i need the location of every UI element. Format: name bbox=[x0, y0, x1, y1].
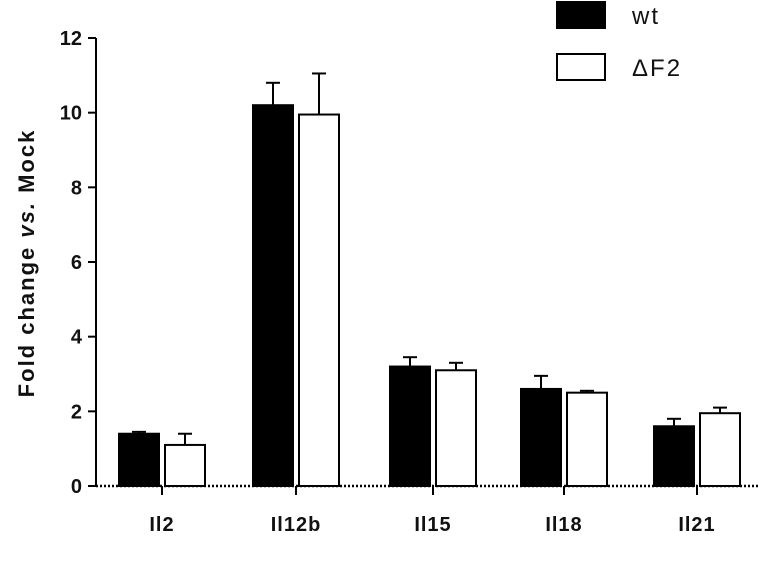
bar-il15-series-1 bbox=[435, 369, 477, 487]
bar-il18-series-0 bbox=[520, 387, 562, 487]
legend-label-series-1: ΔF2 bbox=[632, 55, 682, 82]
y-axis-label: Fold change vs. Mock bbox=[14, 129, 39, 398]
y-tick-label-6: 6 bbox=[71, 252, 82, 274]
y-tick-label-4: 4 bbox=[71, 327, 83, 349]
bar-il21-series-0 bbox=[653, 425, 695, 487]
x-tick-label-il2: Il2 bbox=[149, 514, 174, 536]
bar-il2-series-1 bbox=[164, 443, 206, 487]
legend-swatch-series-0 bbox=[556, 1, 606, 29]
bar-il12b-series-0 bbox=[252, 104, 294, 487]
bar-il2-series-0 bbox=[118, 432, 160, 488]
legend-label-series-0: wt bbox=[631, 3, 660, 30]
x-tick-label-il21: Il21 bbox=[678, 514, 715, 536]
y-tick-label-10: 10 bbox=[60, 103, 82, 125]
legend-swatch-series-1 bbox=[556, 53, 606, 81]
x-tick-label-il18: Il18 bbox=[545, 514, 582, 536]
y-tick-label-2: 2 bbox=[71, 401, 82, 423]
y-axis-label-group: Fold change vs. Mock bbox=[14, 129, 39, 398]
plot-area: 0 2 4 6 8 10 12 Il2 Il12b Il15 Il18 Il21 bbox=[60, 28, 760, 536]
bar-il15-series-0 bbox=[389, 365, 431, 487]
y-tick-label-12: 12 bbox=[60, 28, 82, 50]
x-tick-label-il15: Il15 bbox=[414, 514, 451, 536]
bar-il12b-series-1 bbox=[298, 113, 340, 488]
legend: wt ΔF2 bbox=[556, 1, 682, 82]
bar-il21-series-1 bbox=[699, 412, 741, 488]
y-axis-label-prefix: Fold change bbox=[14, 238, 39, 398]
y-tick-label-8: 8 bbox=[71, 177, 82, 199]
y-tick-label-0: 0 bbox=[71, 476, 82, 498]
x-tick-label-il12b: Il12b bbox=[271, 514, 322, 536]
y-axis-label-suffix: Mock bbox=[14, 129, 39, 201]
bar-il18-series-1 bbox=[566, 391, 608, 487]
y-axis-label-italic: vs. bbox=[14, 201, 39, 238]
